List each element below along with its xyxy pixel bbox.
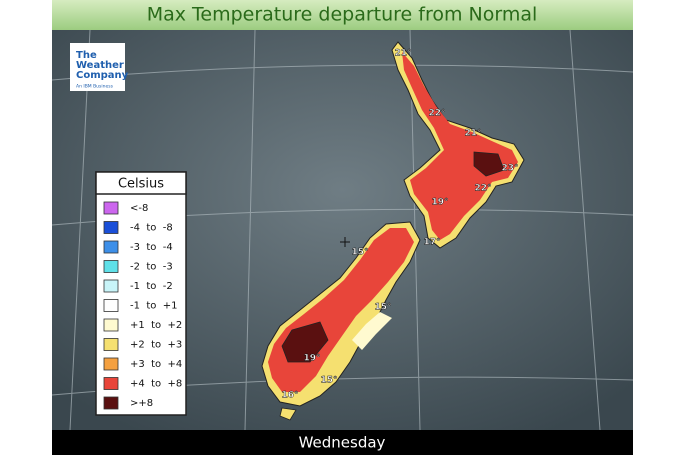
title-bar	[52, 0, 633, 30]
day-label: Wednesday	[299, 434, 386, 452]
temperature-label: 22°	[428, 109, 445, 119]
logo-line: Weather	[76, 60, 124, 71]
legend-label: -1 to -2	[130, 281, 173, 292]
legend-label: <-8	[130, 203, 148, 214]
legend-title: Celsius	[118, 177, 164, 192]
legend-swatch	[103, 396, 119, 410]
legend-label: -2 to -3	[130, 262, 173, 273]
legend-swatch	[103, 221, 119, 234]
south-island	[261, 221, 421, 421]
temperature-label: 22°	[474, 184, 491, 194]
temperature-label: 21°	[394, 49, 411, 59]
logo-line: The	[76, 50, 97, 61]
temperature-label: 15°	[351, 248, 368, 258]
temperature-label: 23°	[501, 164, 518, 174]
logo-box	[70, 43, 125, 91]
legend-swatch	[103, 240, 119, 254]
temperature-label: 15°	[320, 376, 337, 386]
footer-bar	[52, 430, 633, 455]
temperature-label: 21°	[464, 129, 481, 139]
temperature-label: 17°	[423, 238, 440, 248]
legend-swatch	[103, 299, 119, 312]
temperature-label: 16°	[281, 391, 298, 401]
legend-label: +2 to +3	[130, 340, 182, 351]
legend-swatch	[103, 377, 119, 390]
legend-label: +3 to +4	[130, 359, 182, 370]
legend-swatch	[103, 279, 119, 293]
legend-swatch	[103, 201, 119, 215]
logo-tagline: An IBM Business	[76, 84, 114, 90]
crosshair	[340, 237, 350, 247]
legend-swatch	[103, 338, 119, 351]
temperature-label: 19°	[303, 354, 320, 364]
legend-label: +4 to +8	[130, 379, 182, 390]
legend-swatch	[103, 260, 119, 273]
legend-label: +1 to +2	[130, 320, 182, 331]
legend-items: <-8 -4 to -8 -3 to -4 -2 to -3 -1 to -2 -1 to…	[103, 201, 182, 410]
logo-line: Company	[76, 70, 129, 81]
legend-label: -1 to +1	[130, 301, 177, 312]
temperature-label: 19°	[431, 198, 448, 208]
legend-swatch	[103, 318, 119, 332]
north-island	[391, 41, 525, 249]
legend-label: >+8	[130, 398, 153, 409]
legend-swatch	[103, 357, 119, 371]
map-labels: 21° 22° 21° 23° 22° 19° 17° 15° 15° 19° 15° 16°	[281, 48, 518, 401]
temperature-label: 15°	[374, 303, 391, 313]
legend-header	[95, 171, 187, 195]
legend-label: -4 to -8	[130, 223, 173, 234]
title: Max Temperature departure from Normal	[147, 4, 538, 26]
legend-label: -3 to -4	[130, 242, 173, 253]
